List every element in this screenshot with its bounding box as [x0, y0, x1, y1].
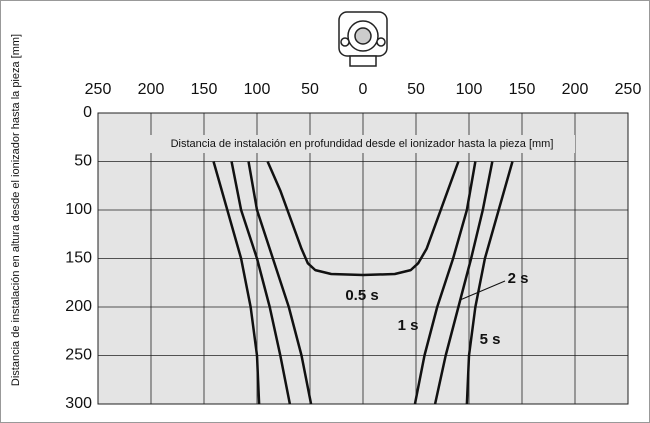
chart-title: Distancia de instalación en profundidad … — [171, 138, 554, 150]
x-tick-label: 100 — [456, 81, 483, 98]
x-tick-label: 250 — [85, 81, 112, 98]
x-tick-label: 200 — [138, 81, 165, 98]
x-tick-label: 250 — [615, 81, 642, 98]
x-tick-label: 150 — [191, 81, 218, 98]
series-line — [212, 161, 514, 405]
y-tick-label: 250 — [65, 347, 92, 364]
leader-line — [459, 280, 506, 301]
y-axis-title: Distancia de instalación en altura desde… — [10, 34, 22, 386]
y-tick-label: 100 — [65, 201, 92, 218]
y-tick-label: 300 — [65, 395, 92, 412]
y-tick-label: 0 — [83, 104, 92, 121]
title-band — [150, 135, 575, 153]
x-tick-label: 100 — [244, 81, 271, 98]
series-label: 0.5 s — [345, 287, 378, 304]
y-tick-label: 200 — [65, 298, 92, 315]
series-label: 1 s — [398, 317, 419, 334]
ionizer-icon — [338, 11, 388, 67]
y-tick-label: 150 — [65, 250, 92, 267]
series-line — [266, 160, 460, 277]
y-tick-label: 50 — [74, 153, 92, 170]
series-label: 5 s — [480, 331, 501, 348]
series-line — [247, 161, 477, 405]
x-tick-label: 200 — [562, 81, 589, 98]
x-tick-label: 50 — [301, 81, 319, 98]
series-line — [230, 161, 494, 405]
series-label: 2 s — [508, 270, 529, 287]
x-tick-label: 150 — [509, 81, 536, 98]
x-tick-label: 0 — [359, 81, 368, 98]
x-tick-label: 50 — [407, 81, 425, 98]
